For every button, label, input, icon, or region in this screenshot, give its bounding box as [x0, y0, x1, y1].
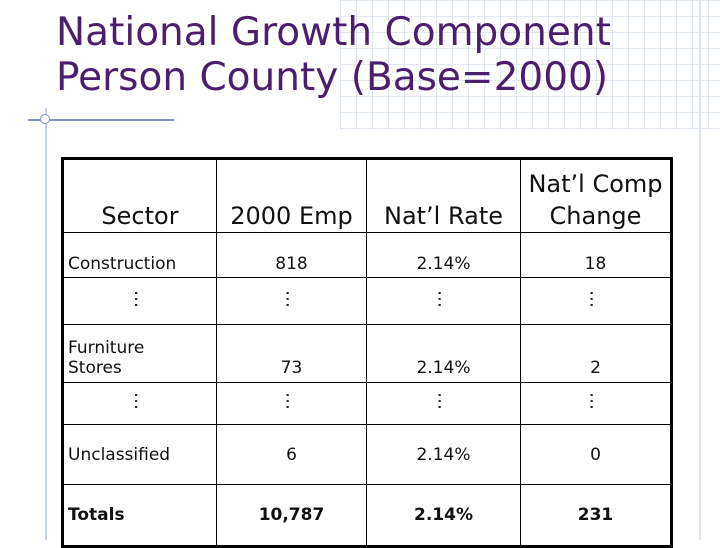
ellipsis-mark: …	[585, 392, 607, 410]
header-natl-comp-change-line-1: Nat’l Comp	[528, 170, 663, 198]
cell-sector: Unclassified	[62, 424, 217, 485]
cell-ellipsis: …	[62, 277, 217, 325]
cell-sector: Construction	[62, 232, 217, 278]
table-row-ellipsis: … … … …	[62, 382, 672, 425]
header-natl-comp-change-line-2: Change	[549, 202, 642, 230]
ellipsis-mark: …	[585, 289, 607, 308]
cell-rate: 2.14%	[366, 232, 521, 278]
ellipsis-mark: …	[281, 392, 303, 410]
header-natl-rate: Nat’l Rate	[366, 158, 521, 233]
header-sector: Sector	[62, 158, 217, 233]
header-2000-emp: 2000 Emp	[216, 158, 367, 233]
cell-rate: 2.14%	[366, 324, 521, 383]
ellipsis-mark: …	[130, 392, 151, 410]
table-header-row: Sector 2000 Emp Nat’l Rate Nat’l Comp Ch…	[62, 158, 672, 233]
cell-sector-line-1: Furniture	[68, 338, 145, 358]
decorative-grid	[340, 0, 720, 130]
cell-totals-emp: 10,787	[216, 484, 367, 547]
header-natl-comp-change: Nat’l Comp Change	[520, 158, 672, 233]
cell-emp: 818	[216, 232, 367, 278]
ellipsis-mark: …	[433, 289, 455, 308]
cell-totals-rate: 2.14%	[366, 484, 521, 547]
ellipsis-mark: …	[130, 289, 151, 308]
cell-ellipsis: …	[216, 277, 367, 325]
cell-change: 18	[520, 232, 672, 278]
cell-ellipsis: …	[62, 382, 217, 425]
cell-totals-label: Totals	[62, 484, 217, 547]
decorative-vertical-line-right	[699, 0, 701, 540]
cell-sector-line-2: Stores	[68, 358, 122, 378]
cell-totals-change: 231	[520, 484, 672, 547]
ellipsis-mark: …	[281, 289, 303, 308]
decorative-circle-marker	[40, 114, 50, 124]
growth-component-table: Sector 2000 Emp Nat’l Rate Nat’l Comp Ch…	[61, 157, 673, 548]
cell-ellipsis: …	[216, 382, 367, 425]
cell-rate: 2.14%	[366, 424, 521, 485]
slide-title-line-1: National Growth Component	[56, 10, 611, 55]
cell-ellipsis: …	[366, 277, 521, 325]
decorative-title-underline	[28, 119, 174, 121]
table-row: Construction 818 2.14% 18	[62, 232, 672, 278]
cell-ellipsis: …	[520, 382, 672, 425]
table-row: Furniture Stores 73 2.14% 2	[62, 324, 672, 383]
decorative-vertical-line-left	[45, 108, 47, 540]
cell-change: 2	[520, 324, 672, 383]
slide-title-line-2: Person County (Base=2000)	[56, 55, 609, 100]
table-totals-row: Totals 10,787 2.14% 231	[62, 484, 672, 547]
cell-ellipsis: …	[366, 382, 521, 425]
cell-sector: Furniture Stores	[62, 324, 217, 383]
cell-ellipsis: …	[520, 277, 672, 325]
ellipsis-mark: …	[433, 392, 455, 410]
cell-emp: 73	[216, 324, 367, 383]
table-row: Unclassified 6 2.14% 0	[62, 424, 672, 485]
cell-change: 0	[520, 424, 672, 485]
cell-emp: 6	[216, 424, 367, 485]
slide-title: National Growth Component Person County …	[56, 10, 611, 100]
table-row-ellipsis: … … … …	[62, 277, 672, 325]
